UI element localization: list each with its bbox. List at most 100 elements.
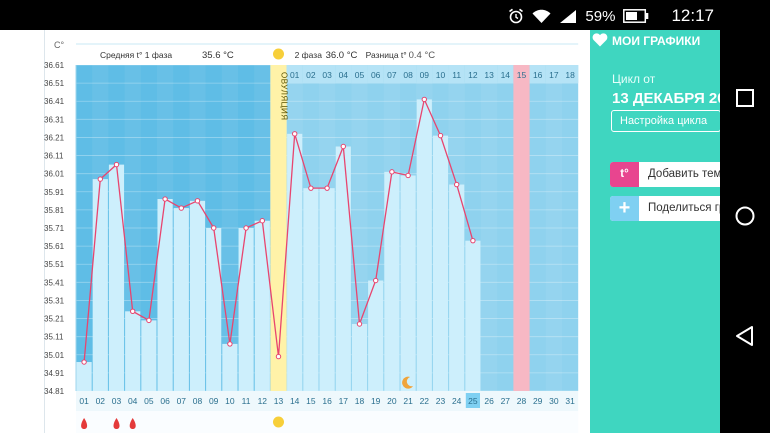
x-date-label: 09	[209, 396, 219, 406]
phase2-day-cell	[416, 65, 433, 83]
temperature-bar	[335, 146, 351, 391]
phase2-day-label: 17	[549, 70, 559, 80]
temperature-point	[81, 359, 87, 365]
y-tick-label: 35.21	[44, 315, 65, 324]
y-tick-label: 36.21	[44, 133, 65, 142]
temperature-icon: t°	[610, 162, 639, 187]
x-date-label: 19	[371, 396, 381, 406]
phase2-day-label: 09	[420, 70, 430, 80]
temperature-bar	[92, 179, 108, 391]
phase2-day-label: 05	[355, 70, 365, 80]
temperature-bar	[416, 99, 432, 392]
phase2-day-cell	[302, 65, 319, 83]
phase2-day-cell	[351, 65, 368, 83]
app-screen: Средняя t° 1 фаза 35.6 °C 2 фаза 36.0 °C Раз…	[0, 30, 720, 433]
y-tick-label: 35.41	[44, 278, 65, 287]
x-date-label: 24	[452, 396, 462, 406]
wifi-icon	[532, 9, 551, 23]
ovulation-day-sun-icon	[273, 416, 284, 428]
x-date-label: 01	[79, 396, 89, 406]
x-axis-band	[76, 391, 579, 411]
phase2-day-label: 07	[387, 70, 397, 80]
temperature-point	[243, 225, 249, 231]
y-tick-label: 34.81	[44, 387, 65, 396]
add-temperature-button[interactable]: t° Добавить тем	[610, 162, 720, 187]
temperature-point	[194, 198, 201, 204]
back-icon[interactable]	[732, 323, 758, 349]
cycle-label: Цикл от	[612, 72, 656, 86]
temperature-bar	[368, 280, 384, 391]
phase2-day-label: 13	[484, 70, 494, 80]
phase1-average-label: Средняя t° 1 фаза	[100, 50, 172, 60]
cycle-settings-button[interactable]: Настройка цикла	[611, 110, 720, 132]
heart-icon	[592, 33, 608, 47]
share-chart-label: Поделиться гр	[648, 202, 720, 214]
y-axis-unit: C°	[54, 40, 64, 50]
x-date-label: 03	[112, 396, 122, 406]
temperature-point	[259, 218, 266, 224]
temperature-point	[308, 185, 314, 191]
blood-drop-icon	[113, 418, 120, 429]
temperature-bar	[400, 175, 416, 391]
phase2-day-label: 06	[371, 70, 381, 80]
marker-row	[76, 411, 579, 433]
phase2-day-label: 15	[517, 70, 527, 80]
y-tick-label: 36.61	[44, 61, 65, 70]
phase2-day-cell	[562, 65, 579, 83]
y-tick-label: 35.81	[44, 206, 65, 215]
temperature-bar	[222, 343, 238, 391]
recent-apps-icon[interactable]	[732, 85, 758, 111]
x-date-label: 31	[565, 396, 575, 406]
temperature-chart[interactable]: Средняя t° 1 фаза 35.6 °C 2 фаза 36.0 °C Раз…	[44, 30, 590, 433]
temperature-bar	[384, 171, 400, 391]
difference-label: Разница t°	[366, 50, 407, 60]
phase2-day-cell	[383, 65, 400, 83]
phase2-day-cell	[335, 65, 352, 83]
phase2-label: 2 фаза	[295, 50, 323, 60]
x-date-label: 04	[128, 396, 138, 406]
column-stripe	[221, 65, 238, 391]
temperature-bar	[76, 362, 92, 391]
battery-percent: 59%	[585, 7, 616, 25]
phase2-day-label: 11	[452, 70, 461, 80]
phase2-day-label: 14	[501, 70, 511, 80]
x-date-label: 13	[274, 396, 284, 406]
y-tick-label: 36.41	[44, 97, 65, 106]
phase2-day-cell	[545, 65, 562, 83]
x-date-label: 25	[468, 396, 478, 406]
temperature-bar	[125, 311, 141, 391]
phase2-day-label: 03	[322, 70, 332, 80]
y-tick-label: 35.11	[44, 333, 64, 342]
highlighted-date-cell	[465, 393, 480, 408]
clock: 12:17	[671, 6, 714, 25]
y-tick-label: 35.91	[44, 188, 65, 197]
blood-drop-icon	[81, 418, 88, 429]
x-date-label: 05	[144, 396, 154, 406]
temperature-bar	[303, 188, 319, 391]
temperature-point	[373, 277, 379, 284]
temperature-bar	[465, 240, 481, 391]
phase2-day-label: 18	[565, 70, 575, 80]
temperature-point	[421, 96, 427, 103]
y-tick-label: 36.01	[44, 170, 65, 179]
moon-icon	[402, 376, 414, 389]
phase2-day-label: 10	[436, 70, 446, 80]
battery-icon	[623, 9, 649, 23]
share-chart-button[interactable]: + Поделиться гр	[610, 196, 720, 221]
home-icon[interactable]	[732, 203, 758, 229]
x-date-label: 28	[517, 396, 527, 406]
temperature-point	[275, 353, 282, 360]
x-date-label: 12	[258, 396, 268, 406]
x-date-label: 18	[355, 396, 365, 406]
phase2-day-label: 04	[339, 70, 349, 80]
phase2-day-label: 08	[403, 70, 413, 80]
x-date-label: 26	[484, 396, 494, 406]
x-date-label: 14	[290, 396, 300, 406]
phase2-day-cell	[286, 65, 303, 83]
x-date-label: 15	[306, 396, 316, 406]
temperature-point	[324, 185, 330, 191]
blood-drop-icon	[129, 418, 136, 429]
x-date-label: 17	[339, 396, 349, 406]
my-charts-link[interactable]: МОИ ГРАФИКИ	[612, 34, 701, 48]
y-tick-label: 36.11	[44, 152, 64, 161]
